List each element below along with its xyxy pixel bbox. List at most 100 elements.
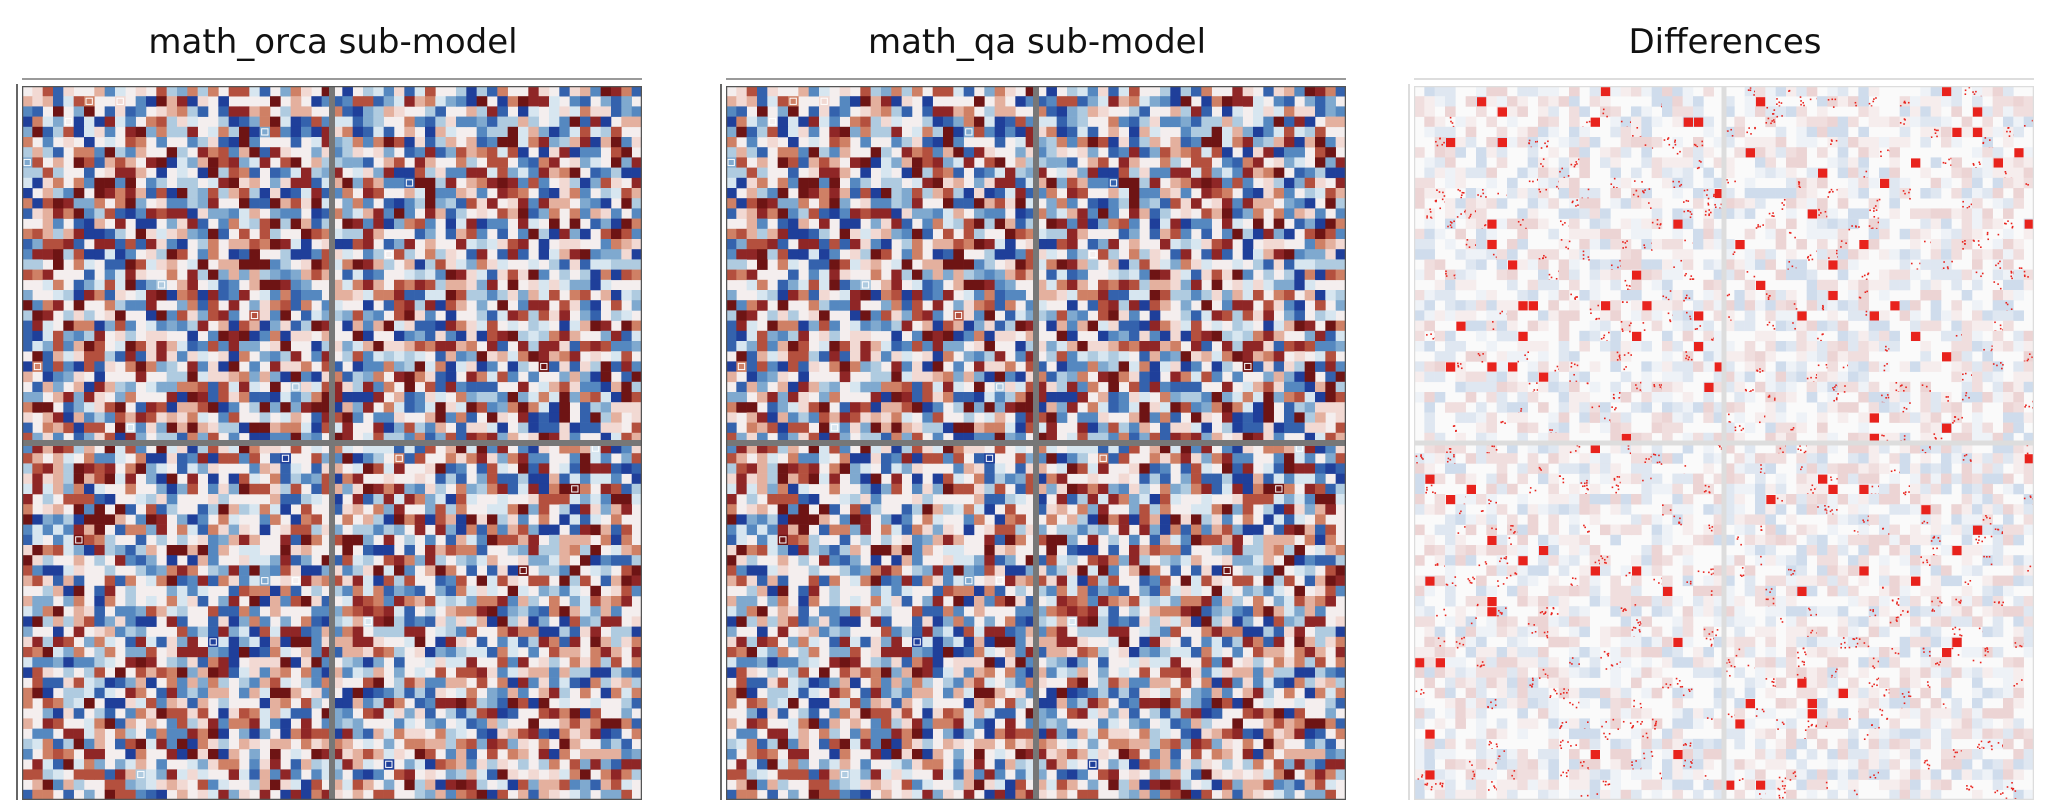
heatmap-cell (187, 432, 198, 444)
heatmap-cell (600, 126, 612, 138)
heatmap-cell (1222, 137, 1233, 148)
heatmap-cell (228, 647, 240, 658)
heatmap-cell (311, 269, 322, 281)
heatmap-cell (22, 524, 33, 536)
heatmap-cell (146, 310, 157, 321)
heatmap-cell (104, 249, 116, 260)
heatmap-cell (1108, 310, 1119, 321)
heatmap-cell (32, 157, 43, 168)
heatmap-cell (404, 300, 415, 311)
heatmap-cell (1304, 137, 1316, 148)
heatmap-cell (600, 116, 612, 128)
heatmap-cell (404, 738, 415, 750)
heatmap-cell (104, 106, 116, 117)
heatmap-cell (621, 392, 632, 403)
heatmap-cell (456, 789, 467, 800)
heatmap-cell (1036, 137, 1047, 148)
heatmap-cell (425, 534, 436, 546)
heatmap-cell (1232, 269, 1243, 281)
heatmap-cell (922, 167, 933, 179)
heatmap-cell (1005, 86, 1016, 97)
heatmap-cell (1325, 330, 1336, 342)
heatmap-cell (870, 218, 882, 230)
heatmap-cell (311, 381, 322, 393)
heatmap-cell (414, 779, 426, 791)
heatmap-cell (94, 320, 105, 332)
heatmap-cell (953, 126, 964, 138)
heatmap-cell (611, 310, 622, 321)
heatmap-cell (73, 320, 85, 332)
heatmap-cell (425, 402, 436, 413)
heatmap-cell (788, 116, 799, 128)
heatmap-cell (456, 351, 467, 362)
heatmap-cell (466, 157, 477, 168)
heatmap-cell (394, 483, 405, 495)
heatmap-cell (590, 463, 601, 474)
heatmap-cell (1098, 177, 1109, 189)
heatmap-cell (538, 687, 550, 699)
heatmap-cell (42, 596, 54, 607)
heatmap-cell (1149, 116, 1161, 128)
heatmap-cell (1201, 249, 1212, 260)
heatmap-cell (73, 657, 85, 668)
heatmap-cell (53, 657, 64, 668)
heatmap-cell (259, 106, 271, 117)
heatmap-cell (850, 300, 861, 311)
heatmap-cell-marker (737, 362, 746, 371)
heatmap-cell (507, 432, 519, 444)
heatmap-cell (984, 157, 995, 168)
heatmap-cell (84, 616, 95, 627)
heatmap-cell (1170, 218, 1181, 230)
heatmap-cell (1335, 86, 1346, 97)
heatmap-cell (208, 728, 219, 740)
heatmap-cell (425, 86, 436, 97)
heatmap-cell (280, 636, 291, 648)
heatmap-cell (1098, 86, 1109, 97)
heatmap-cell (187, 126, 198, 138)
heatmap-cell (1067, 351, 1078, 362)
heatmap-cell (94, 545, 105, 556)
heatmap-cell (301, 514, 312, 525)
heatmap-cell (1180, 239, 1192, 250)
heatmap-cell (321, 320, 333, 332)
heatmap-cell (63, 708, 74, 719)
heatmap-cell (53, 534, 64, 546)
heatmap-cell (63, 290, 74, 301)
heatmap-cell (228, 147, 240, 158)
heatmap-cell (881, 126, 892, 138)
heatmap-cell (1222, 157, 1233, 168)
heatmap-cell (932, 259, 944, 270)
heatmap-cell (569, 167, 581, 179)
heatmap-cell (383, 606, 395, 617)
heatmap-cell (912, 157, 923, 168)
heatmap-cell (1304, 330, 1316, 342)
heatmap-cell (984, 279, 995, 291)
heatmap-cell (580, 228, 591, 240)
heatmap-cell (125, 361, 136, 372)
heatmap-cell (1170, 330, 1181, 342)
heatmap-cell (736, 198, 747, 209)
heatmap-cell (73, 514, 85, 525)
heatmap-cell (974, 228, 985, 240)
heatmap-cell (84, 606, 95, 617)
heatmap-cell (228, 371, 240, 383)
heatmap-cell (414, 300, 426, 311)
heatmap-cell (487, 647, 498, 658)
heatmap-cell (788, 381, 799, 393)
heatmap-cell (445, 310, 457, 321)
heatmap-cell (580, 626, 591, 638)
heatmap-cell (922, 177, 933, 189)
heatmap-cell (466, 708, 477, 719)
heatmap-cell (1015, 208, 1026, 219)
heatmap-cell (414, 677, 426, 689)
heatmap-cell (166, 228, 178, 240)
heatmap-cell (819, 188, 830, 199)
heatmap-cell (456, 504, 467, 515)
heatmap-cell (757, 249, 768, 260)
heatmap-cell (487, 341, 498, 352)
heatmap-cell (363, 218, 374, 230)
heatmap-cell (249, 259, 260, 270)
heatmap-cell (580, 106, 591, 117)
heatmap-cell (590, 147, 601, 158)
heatmap-cell (1273, 290, 1285, 301)
